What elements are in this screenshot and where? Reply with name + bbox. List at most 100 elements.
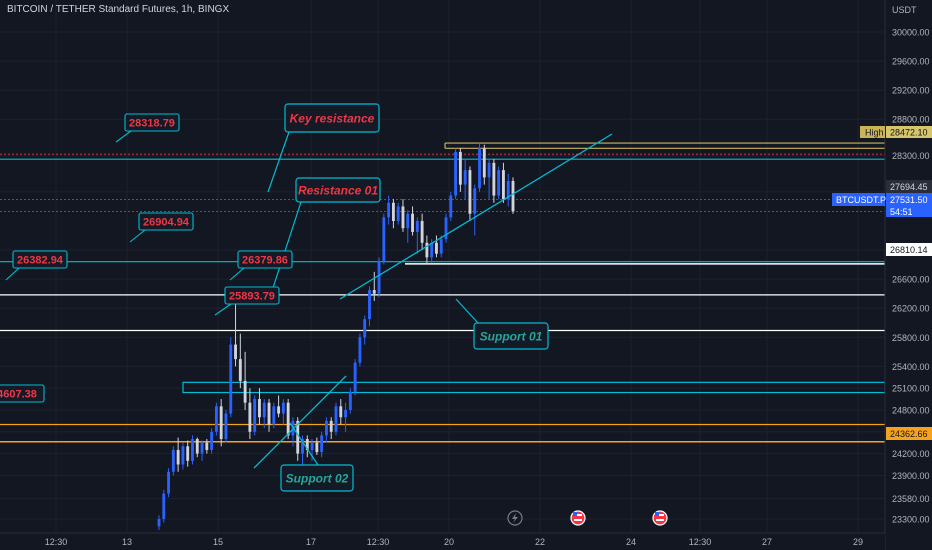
candle-body bbox=[195, 439, 199, 454]
candle-body bbox=[492, 162, 496, 196]
candle-body bbox=[372, 290, 376, 294]
candle-body bbox=[205, 442, 209, 450]
candle-body bbox=[238, 359, 242, 381]
time-tick-label: 15 bbox=[213, 537, 223, 547]
level-25893-label-box bbox=[224, 286, 280, 305]
candle-body bbox=[277, 406, 281, 414]
white-level-badge-bg bbox=[886, 243, 932, 256]
ascending-trendline-2 bbox=[253, 375, 347, 469]
time-axis: 12:30 13 15 17 12:30 20 22 24 12:30 27 29 bbox=[0, 532, 885, 550]
candle-body bbox=[329, 420, 333, 432]
price-tick-label: 26600.00 bbox=[892, 275, 930, 285]
candle-body bbox=[224, 413, 228, 440]
candle-body bbox=[281, 402, 285, 414]
candle-body bbox=[487, 162, 491, 178]
candle-body bbox=[286, 402, 290, 436]
orange-level-badge: 24362.66 bbox=[890, 429, 928, 439]
level-26904-label: 26904.94 bbox=[143, 217, 190, 229]
candle-body bbox=[387, 202, 391, 218]
candle-body bbox=[305, 439, 309, 450]
price-tick-label: 28800.00 bbox=[892, 115, 930, 125]
flag-canton-icon bbox=[655, 512, 659, 516]
price-tick-label: 25100.00 bbox=[892, 384, 930, 394]
candle-body bbox=[435, 242, 438, 254]
candle-body bbox=[430, 242, 434, 258]
time-tick-label: 13 bbox=[122, 537, 132, 547]
event-icons bbox=[507, 510, 668, 526]
price-tick-label: 25800.00 bbox=[892, 333, 930, 343]
candle-body bbox=[310, 442, 314, 450]
candle-body bbox=[420, 220, 424, 243]
candle-body bbox=[171, 449, 175, 472]
price-axis: USDT 30000.00 29600.00 29200.00 28800.00 2830… bbox=[884, 0, 932, 550]
candle-body bbox=[248, 402, 252, 432]
candle-body bbox=[382, 217, 386, 261]
high-badge: 28472.10 bbox=[890, 127, 928, 137]
level-26379-label-pointer bbox=[229, 267, 245, 281]
candle-body bbox=[506, 181, 510, 200]
candle-body bbox=[272, 406, 276, 425]
level-28318-label-box bbox=[124, 113, 180, 132]
candle-body bbox=[229, 344, 233, 414]
candle-body bbox=[463, 170, 467, 185]
time-axis-bg bbox=[0, 533, 885, 550]
symbol-badge-bg bbox=[832, 193, 885, 206]
candle-body bbox=[401, 206, 405, 229]
candle-body bbox=[162, 493, 166, 519]
price-tick-label: 24800.00 bbox=[892, 405, 930, 415]
support-02-label-box bbox=[280, 464, 354, 492]
support-01-label-box bbox=[473, 322, 549, 350]
level-26382-label-pointer bbox=[5, 267, 20, 281]
candle-body bbox=[214, 406, 218, 432]
level-25893-label-pointer bbox=[214, 303, 232, 316]
tick-badge-bg bbox=[886, 180, 932, 193]
flag-stripe-icon bbox=[574, 514, 582, 516]
candle-body bbox=[234, 344, 237, 360]
level-4607-label: 4607.38 bbox=[0, 389, 37, 401]
candle-body bbox=[415, 220, 419, 232]
candle-body bbox=[210, 431, 214, 450]
candle-body bbox=[449, 195, 453, 218]
candle-body bbox=[348, 391, 352, 410]
time-tick-label: 12:30 bbox=[367, 537, 390, 547]
price-tick-label: 26200.00 bbox=[892, 304, 930, 314]
time-tick-label: 12:30 bbox=[45, 537, 68, 547]
candle-body bbox=[200, 442, 204, 454]
candle-body bbox=[511, 181, 515, 212]
candle-body bbox=[478, 148, 481, 189]
candle-body bbox=[219, 406, 223, 440]
ascending-trendline bbox=[339, 133, 613, 300]
flag-canton-icon bbox=[573, 512, 577, 516]
candle-body bbox=[253, 399, 257, 432]
candle-body bbox=[315, 442, 319, 453]
level-26379-label-box bbox=[237, 250, 293, 269]
candle-body bbox=[191, 439, 194, 461]
last-price-badge: 27531.50 bbox=[890, 195, 928, 205]
symbol-badge: BTCUSDT.PS bbox=[836, 195, 892, 205]
price-tick-label: 30000.00 bbox=[892, 28, 930, 38]
candle-body bbox=[444, 217, 448, 240]
key-resistance-label: Key resistance bbox=[290, 111, 375, 125]
candles bbox=[157, 143, 515, 530]
candle-body bbox=[334, 406, 338, 432]
horizontal-levels bbox=[0, 142, 886, 443]
level-28318-label: 28318.79 bbox=[129, 118, 175, 130]
candle-body bbox=[377, 260, 381, 294]
level-4607-box bbox=[0, 384, 45, 403]
candle-body bbox=[439, 239, 443, 254]
candle-body bbox=[425, 242, 429, 258]
flag-stripe-icon bbox=[656, 519, 664, 521]
orange-level-badge-bg bbox=[886, 427, 932, 440]
countdown-badge-bg bbox=[886, 206, 932, 217]
white-level-badge: 26810.14 bbox=[890, 245, 928, 255]
time-tick-label: 24 bbox=[626, 537, 636, 547]
time-tick-label: 29 bbox=[853, 537, 863, 547]
time-tick-label: 12:30 bbox=[689, 537, 712, 547]
resistance-01-pointer bbox=[269, 201, 302, 298]
price-axis-currency: USDT bbox=[892, 5, 917, 15]
level-26382-label: 26382.94 bbox=[17, 255, 64, 267]
candle-body bbox=[262, 402, 266, 418]
candle-body bbox=[473, 188, 477, 214]
chart-title: BITCOIN / TETHER Standard Futures, 1h, B… bbox=[7, 4, 230, 15]
